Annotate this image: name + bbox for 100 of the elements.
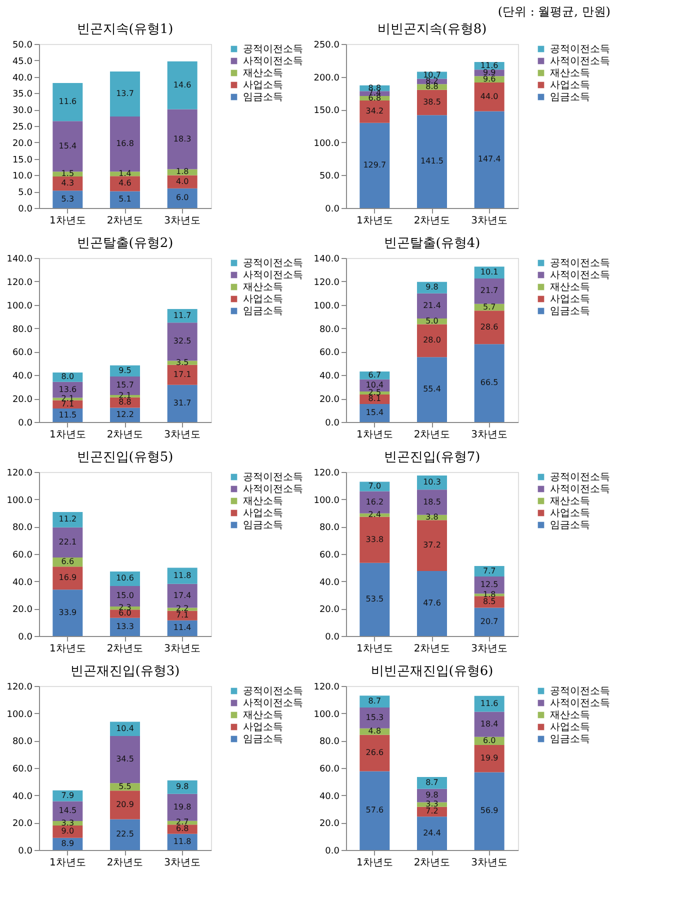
- legend-label: 사업소득: [243, 294, 283, 305]
- y-tick-label: 60.0: [12, 550, 33, 560]
- data-label: 11.5: [58, 410, 77, 420]
- y-tick-label: 20.0: [12, 819, 33, 830]
- y-tick-label: 40.0: [319, 372, 340, 382]
- data-label: 28.6: [480, 322, 498, 332]
- data-label: 28.0: [423, 336, 441, 345]
- x-tick-label: 3차년도: [164, 644, 201, 654]
- legend-label: 재산소득: [550, 68, 590, 79]
- data-label: 18.5: [423, 497, 441, 506]
- data-label: 9.5: [118, 366, 132, 375]
- data-label: 4.8: [368, 726, 382, 736]
- bar: [52, 83, 83, 122]
- bar: [417, 490, 447, 515]
- data-label: 10.1: [480, 268, 498, 277]
- legend-label: 사적이전소득: [550, 698, 610, 709]
- data-label: 8.9: [61, 838, 74, 848]
- y-tick-label: 150.0: [314, 106, 340, 116]
- x-tick-label: 3차년도: [164, 216, 201, 226]
- bar: [417, 520, 447, 571]
- y-tick-label: 80.0: [12, 737, 33, 748]
- legend-label: 재산소득: [243, 496, 283, 507]
- legend-label: 공적이전소득: [243, 44, 303, 55]
- bar: [474, 310, 504, 344]
- y-tick-label: 120.0: [314, 468, 340, 478]
- y-tick-label: 0.0: [325, 204, 340, 214]
- data-label: 9.6: [482, 74, 496, 84]
- legend-label: 임금소득: [243, 92, 283, 103]
- data-label: 8.5: [482, 596, 496, 606]
- legend-label: 사적이전소득: [550, 56, 610, 67]
- y-tick-label: 60.0: [319, 550, 340, 560]
- y-tick-label: 100.0: [314, 710, 340, 720]
- y-tick-label: 10.0: [12, 172, 33, 182]
- bar: [110, 736, 140, 784]
- data-label: 57.6: [366, 806, 384, 815]
- data-label: 32.5: [173, 336, 192, 346]
- bar: [167, 620, 198, 636]
- data-label: 16.9: [58, 573, 77, 582]
- data-label: 24.4: [423, 828, 441, 838]
- y-tick-label: 20.0: [319, 395, 340, 406]
- legend-label: 사업소득: [550, 508, 590, 519]
- bar: [417, 816, 447, 850]
- y-tick-label: 120.0: [6, 468, 33, 478]
- data-label: 141.5: [420, 156, 444, 166]
- data-label: 34.2: [366, 106, 384, 116]
- data-label: 6.8: [368, 93, 382, 102]
- y-tick-label: 15.0: [12, 155, 33, 166]
- data-label: 55.4: [423, 384, 441, 394]
- data-label: 1.4: [118, 168, 132, 178]
- y-tick-label: 20.0: [319, 819, 340, 830]
- data-label: 147.4: [478, 154, 501, 164]
- bar: [474, 566, 504, 577]
- data-label: 18.4: [480, 719, 498, 728]
- y-tick-label: 120.0: [314, 278, 340, 288]
- y-tick-label: 40.0: [319, 792, 340, 802]
- data-label: 20.9: [116, 800, 134, 809]
- legend-label: 사업소득: [243, 722, 283, 733]
- data-label: 33.8: [366, 534, 384, 544]
- bar: [167, 780, 198, 794]
- legend-label: 재산소득: [550, 496, 590, 507]
- y-tick-label: 100.0: [314, 301, 340, 312]
- legend-label: 사적이전소득: [243, 56, 303, 67]
- bar: [360, 516, 390, 563]
- legend-label: 사적이전소득: [243, 698, 303, 709]
- data-label: 26.6: [366, 748, 384, 758]
- bar: [417, 293, 447, 318]
- data-label: 37.2: [423, 540, 441, 550]
- x-tick-label: 1차년도: [49, 430, 86, 440]
- bar: [167, 568, 198, 584]
- x-tick-label: 2차년도: [414, 216, 450, 226]
- data-label: 15.7: [116, 380, 134, 390]
- x-tick-label: 3차년도: [471, 858, 508, 868]
- legend-label: 재산소득: [550, 710, 590, 721]
- legend-label: 공적이전소득: [550, 686, 610, 697]
- data-label: 21.4: [423, 300, 441, 310]
- data-label: 2.4: [368, 510, 382, 520]
- chart-title: 빈곤탈출(유형4): [384, 236, 480, 251]
- x-tick-label: 1차년도: [49, 644, 86, 654]
- data-label: 9.8: [176, 782, 189, 792]
- data-label: 3.3: [61, 818, 74, 828]
- data-label: 7.7: [482, 566, 496, 576]
- data-label: 10.4: [366, 380, 384, 390]
- data-label: 8.0: [61, 372, 74, 382]
- y-tick-label: 40.0: [12, 792, 33, 802]
- x-tick-label: 1차년도: [356, 430, 393, 440]
- x-tick-label: 1차년도: [356, 858, 393, 868]
- legend-label: 임금소득: [243, 520, 283, 531]
- legend-label: 사적이전소득: [550, 270, 610, 281]
- bar: [167, 364, 198, 385]
- x-tick-label: 3차년도: [164, 858, 201, 868]
- legend-label: 사적이전소득: [243, 270, 303, 281]
- y-tick-label: 60.0: [12, 764, 33, 774]
- data-label: 6.6: [61, 557, 74, 566]
- y-tick-label: 0.0: [325, 418, 340, 428]
- y-tick-label: 0.0: [325, 846, 340, 856]
- legend-label: 사업소득: [243, 508, 283, 519]
- y-tick-label: 0.0: [325, 632, 340, 642]
- chart-title: 비빈곤지속(유형8): [377, 22, 487, 37]
- y-tick-label: 0.0: [18, 632, 33, 642]
- bar: [360, 122, 390, 208]
